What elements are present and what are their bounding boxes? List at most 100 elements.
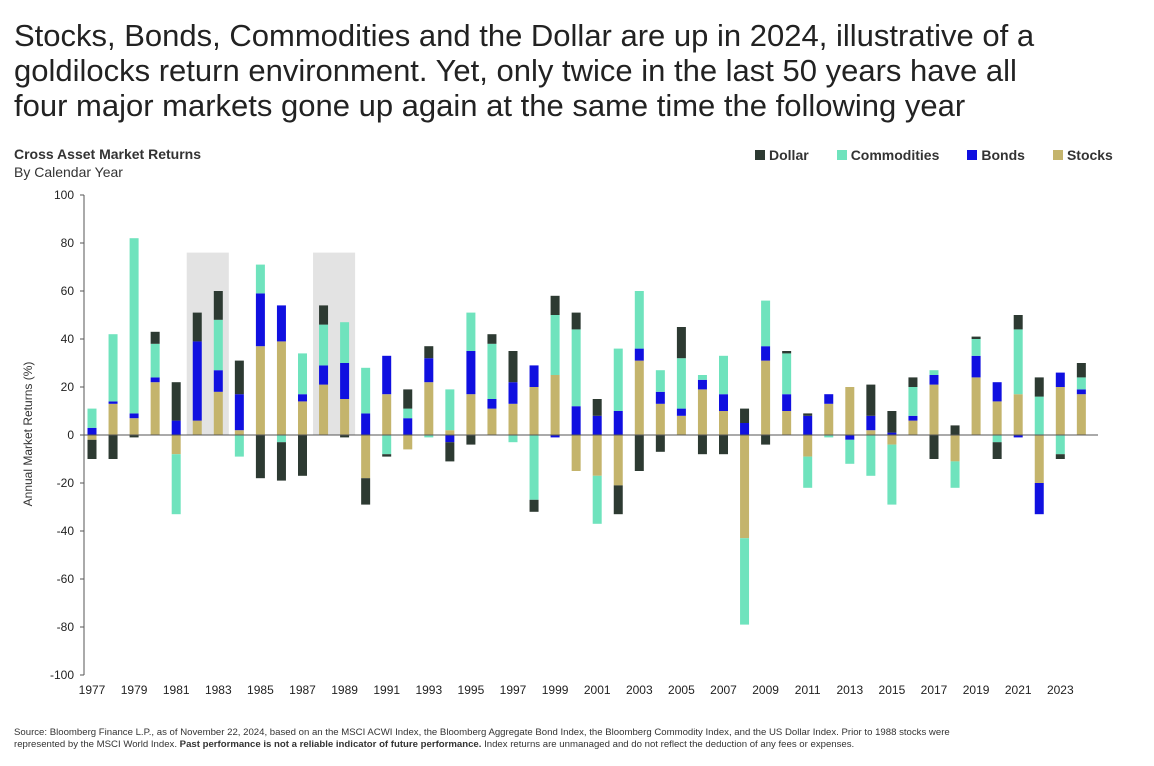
bar-dollar-2017 <box>929 435 939 459</box>
bar-commodities-2010 <box>782 353 792 395</box>
y-axis-label: Annual Market Returns (%) <box>21 362 35 507</box>
bar-dollar-1981 <box>171 382 181 421</box>
bar-dollar-2010 <box>782 351 792 354</box>
bar-dollar-2006 <box>697 435 707 455</box>
bar-bonds-2003 <box>634 348 644 361</box>
y-tick-label: 40 <box>61 332 75 346</box>
bar-bonds-1984 <box>234 394 244 431</box>
bar-stocks-2003 <box>634 360 644 435</box>
bar-stocks-1980 <box>150 382 160 435</box>
bar-bonds-2002 <box>613 411 623 435</box>
headline: Stocks, Bonds, Commodities and the Dolla… <box>14 18 1134 123</box>
bar-bonds-2008 <box>740 423 750 435</box>
bar-bonds-2015 <box>887 432 897 435</box>
bar-dollar-1999 <box>550 295 560 315</box>
bar-dollar-1994 <box>445 442 455 462</box>
bar-stocks-1981 <box>171 435 181 455</box>
bar-commodities-2017 <box>929 370 939 375</box>
bar-dollar-1993 <box>424 346 434 359</box>
x-tick-label: 1987 <box>289 683 316 697</box>
bar-commodities-2006 <box>697 375 707 380</box>
bar-stocks-1986 <box>276 341 286 435</box>
bars <box>87 238 1086 625</box>
bar-bonds-2021 <box>1013 435 1023 438</box>
bar-bonds-2014 <box>866 415 876 431</box>
bar-bonds-1978 <box>108 401 118 404</box>
bar-commodities-1983 <box>213 319 223 371</box>
bar-commodities-2008 <box>740 538 750 625</box>
bar-dollar-1991 <box>382 454 392 457</box>
bar-commodities-1977 <box>87 408 97 428</box>
bar-stocks-2002 <box>613 435 623 486</box>
bar-commodities-1992 <box>403 408 413 419</box>
bar-commodities-2024 <box>1076 377 1086 390</box>
bar-stocks-1997 <box>508 403 518 435</box>
bar-stocks-2007 <box>719 411 728 435</box>
bar-stocks-2024 <box>1076 394 1086 435</box>
bar-commodities-1985 <box>255 264 265 294</box>
bar-commodities-2003 <box>634 291 644 349</box>
x-tick-label: 1993 <box>415 683 442 697</box>
bar-commodities-1979 <box>129 238 139 414</box>
bar-bonds-1981 <box>171 420 181 435</box>
headline-line-2: goldilocks return environment. Yet, only… <box>14 53 1017 88</box>
bar-dollar-2016 <box>908 377 918 387</box>
bar-stocks-1988 <box>319 384 329 435</box>
bar-stocks-1989 <box>340 399 350 435</box>
bar-commodities-1998 <box>529 435 539 500</box>
bar-dollar-1997 <box>508 351 518 383</box>
x-tick-label: 2009 <box>752 683 779 697</box>
y-tick-label: 0 <box>67 428 74 442</box>
headline-line-1: Stocks, Bonds, Commodities and the Dolla… <box>14 18 1035 53</box>
bar-dollar-2011 <box>803 413 813 416</box>
bar-stocks-2021 <box>1013 394 1023 435</box>
bar-dollar-2022 <box>1034 377 1044 397</box>
bar-stocks-1979 <box>129 418 139 435</box>
bar-stocks-1978 <box>108 403 118 435</box>
bar-commodities-2011 <box>803 456 813 488</box>
x-tick-label: 2011 <box>795 683 821 697</box>
bar-bonds-2013 <box>845 435 855 440</box>
bar-stocks-2013 <box>845 387 855 435</box>
bar-bonds-1987 <box>298 394 307 402</box>
bar-bonds-2011 <box>803 415 813 435</box>
bar-bonds-1985 <box>255 293 265 347</box>
bar-stocks-1996 <box>487 408 497 435</box>
bar-commodities-1978 <box>108 334 118 402</box>
legend-item-stocks: Stocks <box>1052 147 1113 163</box>
bar-commodities-2018 <box>950 461 960 488</box>
bar-bonds-1986 <box>276 305 286 342</box>
y-tick-label: -100 <box>50 668 74 682</box>
y-tick-label: 80 <box>61 236 75 250</box>
bar-dollar-2023 <box>1055 454 1065 459</box>
bar-dollar-1989 <box>340 435 350 438</box>
bar-dollar-1983 <box>213 291 223 320</box>
bar-stocks-2018 <box>950 435 960 462</box>
x-tick-label: 1991 <box>373 683 400 697</box>
bar-dollar-2007 <box>719 435 728 455</box>
bar-dollar-2000 <box>571 312 581 330</box>
bar-bonds-1999 <box>550 435 560 438</box>
bar-stocks-2011 <box>803 435 813 457</box>
bar-commodities-2020 <box>992 435 1002 443</box>
bar-bonds-2001 <box>592 415 602 435</box>
legend-label-stocks: Stocks <box>1066 147 1113 163</box>
bar-stocks-2004 <box>655 403 665 435</box>
x-tick-label: 2007 <box>710 683 737 697</box>
bar-commodities-2022 <box>1034 396 1044 435</box>
bar-bonds-2017 <box>929 375 939 385</box>
x-tick-label: 1995 <box>458 683 485 697</box>
bar-dollar-2009 <box>761 435 771 445</box>
bar-bonds-2004 <box>655 391 665 404</box>
x-tick-label: 1977 <box>79 683 106 697</box>
bar-commodities-2002 <box>613 348 623 411</box>
footnote-disclaimer: Past performance is not a reliable indic… <box>179 739 482 750</box>
legend-swatch-dollar <box>755 150 765 160</box>
bar-stocks-2016 <box>908 420 918 435</box>
bar-dollar-1995 <box>466 435 476 445</box>
bar-bonds-1993 <box>424 358 434 383</box>
chart-legend: Dollar Commodities Bonds Stocks <box>755 147 1113 163</box>
y-tick-label: -20 <box>57 476 75 490</box>
bar-commodities-2013 <box>845 439 855 464</box>
bar-commodities-2014 <box>866 435 876 476</box>
